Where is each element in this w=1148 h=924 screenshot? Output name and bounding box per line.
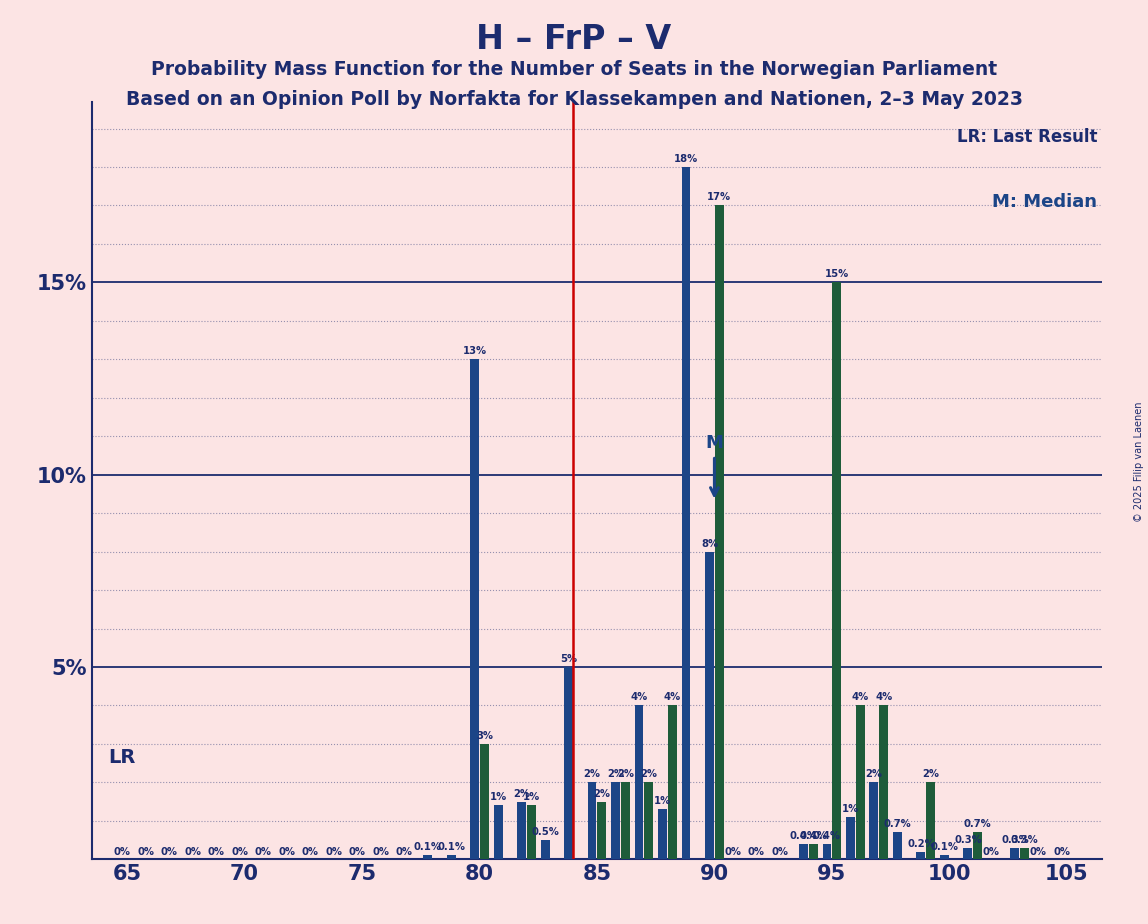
Text: 5%: 5% bbox=[560, 654, 577, 664]
Bar bbox=[517, 802, 526, 859]
Bar bbox=[644, 783, 653, 859]
Bar bbox=[809, 844, 817, 859]
Bar bbox=[869, 783, 878, 859]
Text: M: Median: M: Median bbox=[992, 192, 1097, 211]
Bar bbox=[916, 852, 925, 859]
Text: 0%: 0% bbox=[349, 847, 365, 857]
Bar bbox=[822, 844, 831, 859]
Bar bbox=[799, 844, 808, 859]
Text: 2%: 2% bbox=[607, 770, 625, 779]
Bar bbox=[832, 283, 841, 859]
Text: 0%: 0% bbox=[161, 847, 178, 857]
Text: 0%: 0% bbox=[1054, 847, 1070, 857]
Text: 0.2%: 0.2% bbox=[907, 839, 934, 848]
Text: 18%: 18% bbox=[674, 154, 698, 164]
Bar bbox=[879, 706, 889, 859]
Text: 1%: 1% bbox=[489, 793, 506, 802]
Text: 0%: 0% bbox=[325, 847, 342, 857]
Bar bbox=[846, 817, 855, 859]
Text: 2%: 2% bbox=[922, 770, 939, 779]
Text: 17%: 17% bbox=[707, 192, 731, 202]
Bar bbox=[470, 359, 479, 859]
Text: 0%: 0% bbox=[748, 847, 765, 857]
Bar bbox=[940, 856, 949, 859]
Text: 0%: 0% bbox=[184, 847, 201, 857]
Text: 4%: 4% bbox=[875, 692, 892, 702]
Bar bbox=[705, 552, 714, 859]
Text: 2%: 2% bbox=[616, 770, 634, 779]
Text: M: M bbox=[706, 433, 723, 452]
Text: 0%: 0% bbox=[724, 847, 742, 857]
Text: 1%: 1% bbox=[841, 804, 859, 814]
Bar bbox=[856, 706, 864, 859]
Text: 13%: 13% bbox=[463, 346, 487, 357]
Text: 2%: 2% bbox=[513, 788, 530, 798]
Text: 0%: 0% bbox=[302, 847, 319, 857]
Text: © 2025 Filip van Laenen: © 2025 Filip van Laenen bbox=[1134, 402, 1143, 522]
Text: 0.3%: 0.3% bbox=[954, 834, 982, 845]
Text: LR: LR bbox=[108, 748, 135, 767]
Text: 0.4%: 0.4% bbox=[813, 831, 841, 841]
Bar bbox=[588, 783, 597, 859]
Text: Based on an Opinion Poll by Norfakta for Klassekampen and Nationen, 2–3 May 2023: Based on an Opinion Poll by Norfakta for… bbox=[125, 90, 1023, 109]
Bar bbox=[564, 667, 573, 859]
Bar bbox=[963, 848, 972, 859]
Text: Probability Mass Function for the Number of Seats in the Norwegian Parliament: Probability Mass Function for the Number… bbox=[150, 60, 998, 79]
Bar bbox=[621, 783, 630, 859]
Bar bbox=[541, 840, 550, 859]
Text: 8%: 8% bbox=[701, 539, 718, 549]
Bar bbox=[527, 806, 536, 859]
Text: 4%: 4% bbox=[664, 692, 681, 702]
Text: 0.7%: 0.7% bbox=[964, 820, 992, 830]
Bar bbox=[893, 833, 902, 859]
Bar bbox=[611, 783, 620, 859]
Text: 0.3%: 0.3% bbox=[1001, 834, 1029, 845]
Text: 2%: 2% bbox=[866, 770, 883, 779]
Bar bbox=[480, 744, 489, 859]
Text: 3%: 3% bbox=[476, 731, 492, 741]
Text: 0.1%: 0.1% bbox=[413, 843, 442, 853]
Text: 0%: 0% bbox=[231, 847, 248, 857]
Text: 0%: 0% bbox=[771, 847, 789, 857]
Bar bbox=[715, 205, 724, 859]
Text: H – FrP – V: H – FrP – V bbox=[476, 23, 672, 56]
Text: 0.4%: 0.4% bbox=[790, 831, 817, 841]
Text: 1%: 1% bbox=[654, 796, 672, 807]
Bar bbox=[1021, 848, 1030, 859]
Bar bbox=[668, 706, 677, 859]
Text: 0%: 0% bbox=[278, 847, 295, 857]
Text: 4%: 4% bbox=[630, 692, 647, 702]
Text: 0.3%: 0.3% bbox=[1011, 834, 1039, 845]
Text: 15%: 15% bbox=[824, 269, 850, 279]
Bar bbox=[974, 833, 983, 859]
Text: 0.1%: 0.1% bbox=[437, 843, 465, 853]
Text: 0.7%: 0.7% bbox=[884, 820, 912, 830]
Text: 0%: 0% bbox=[396, 847, 412, 857]
Text: 0.1%: 0.1% bbox=[930, 843, 959, 853]
Bar bbox=[635, 706, 644, 859]
Text: LR: Last Result: LR: Last Result bbox=[956, 128, 1097, 146]
Text: 2%: 2% bbox=[641, 770, 658, 779]
Bar bbox=[424, 856, 432, 859]
Text: 0%: 0% bbox=[983, 847, 1000, 857]
Text: 0%: 0% bbox=[255, 847, 272, 857]
Bar bbox=[494, 806, 503, 859]
Bar bbox=[658, 809, 667, 859]
Text: 0%: 0% bbox=[372, 847, 389, 857]
Bar bbox=[597, 802, 606, 859]
Text: 0.5%: 0.5% bbox=[532, 827, 559, 837]
Bar bbox=[447, 856, 456, 859]
Text: 1%: 1% bbox=[522, 793, 540, 802]
Bar bbox=[682, 167, 690, 859]
Text: 0%: 0% bbox=[137, 847, 154, 857]
Text: 0%: 0% bbox=[1030, 847, 1047, 857]
Text: 0%: 0% bbox=[114, 847, 131, 857]
Text: 2%: 2% bbox=[594, 788, 611, 798]
Bar bbox=[1010, 848, 1019, 859]
Text: 2%: 2% bbox=[583, 770, 600, 779]
Text: 0.4%: 0.4% bbox=[799, 831, 828, 841]
Text: 4%: 4% bbox=[852, 692, 869, 702]
Bar bbox=[926, 783, 936, 859]
Text: 0%: 0% bbox=[208, 847, 225, 857]
